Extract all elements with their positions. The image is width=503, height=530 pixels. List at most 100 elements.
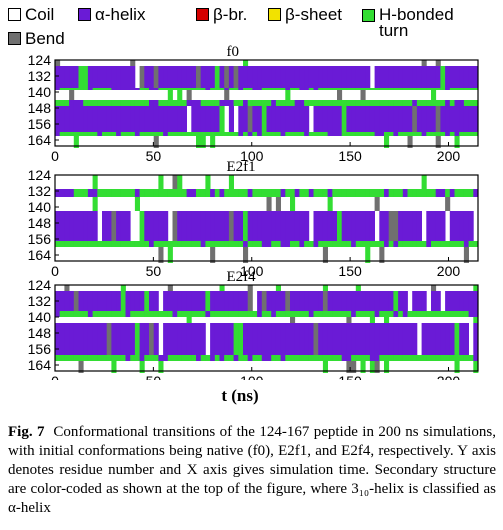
state-cell — [266, 66, 272, 88]
state-cell — [247, 311, 253, 317]
state-cell — [243, 311, 249, 317]
state-cell — [130, 88, 136, 90]
state-cell — [313, 355, 319, 361]
state-cell — [271, 323, 277, 355]
state-cell — [134, 132, 140, 136]
state-cell — [445, 311, 451, 317]
state-cell — [200, 311, 206, 317]
state-cell — [454, 132, 460, 136]
state-cell — [384, 361, 390, 373]
legend-swatch-bend — [8, 32, 21, 45]
state-cell — [219, 88, 225, 90]
state-cell — [196, 311, 202, 317]
y-tick-label: 132 — [28, 68, 52, 84]
state-cell — [454, 136, 460, 148]
state-cell — [177, 323, 183, 355]
state-cell — [384, 88, 390, 90]
state-cell — [102, 311, 108, 317]
state-cell — [445, 241, 451, 247]
state-cell — [210, 189, 216, 197]
state-cell — [144, 88, 150, 90]
state-cell — [280, 88, 286, 90]
state-cell — [116, 211, 122, 241]
state-cell — [299, 291, 305, 311]
caption-fig-label: Fig. 7 — [8, 424, 45, 440]
state-cell — [130, 355, 136, 361]
state-cell — [144, 241, 150, 247]
state-cell — [304, 100, 310, 106]
state-cell — [454, 88, 460, 90]
state-cell — [228, 291, 234, 311]
state-cell — [149, 66, 155, 88]
state-cell — [243, 323, 249, 355]
state-cell — [120, 285, 126, 291]
state-cell — [144, 323, 150, 355]
state-cell — [167, 355, 173, 361]
state-cell — [261, 66, 267, 88]
state-cell — [346, 361, 352, 373]
state-cell — [167, 66, 173, 88]
state-cell — [177, 311, 183, 317]
state-cell — [332, 311, 338, 317]
legend-swatch-coil — [8, 8, 21, 21]
state-cell — [247, 100, 253, 106]
state-cell — [224, 355, 230, 361]
state-cell — [87, 106, 93, 132]
state-cell — [412, 323, 418, 355]
state-cell — [388, 106, 394, 132]
state-cell — [271, 88, 277, 90]
state-cell — [398, 66, 404, 88]
state-cell — [454, 355, 460, 361]
state-cell — [426, 211, 432, 241]
state-cell — [172, 189, 178, 197]
state-cell — [304, 291, 310, 311]
state-cell — [73, 136, 79, 148]
state-cell — [468, 66, 474, 88]
state-cell — [431, 100, 437, 106]
state-cell — [97, 88, 103, 90]
state-cell — [120, 189, 126, 197]
state-cell — [379, 311, 385, 317]
state-cell — [167, 291, 173, 311]
state-cell — [473, 285, 479, 291]
state-cell — [351, 355, 357, 361]
panel-title: f0 — [227, 44, 240, 60]
state-cell — [214, 311, 220, 317]
state-cell — [332, 66, 338, 88]
state-cell — [440, 132, 446, 136]
state-cell — [172, 132, 178, 136]
state-cell — [327, 311, 333, 317]
state-cell — [459, 355, 465, 361]
y-tick-label: 132 — [28, 183, 52, 199]
state-cell — [73, 355, 79, 361]
state-cell — [139, 311, 145, 317]
state-cell — [219, 132, 225, 136]
state-cell — [55, 189, 61, 197]
state-cell — [78, 132, 84, 136]
state-cell — [365, 355, 371, 361]
state-cell — [243, 106, 249, 132]
state-cell — [78, 66, 84, 88]
state-cell — [393, 132, 399, 136]
state-cell — [219, 106, 225, 132]
state-cell — [402, 355, 408, 361]
state-cell — [149, 100, 155, 106]
state-cell — [181, 66, 187, 88]
state-cell — [304, 241, 310, 247]
state-cell — [219, 189, 225, 197]
state-cell — [351, 66, 357, 88]
state-cell — [402, 106, 408, 132]
state-cell — [153, 88, 159, 90]
state-cell — [412, 66, 418, 88]
state-cell — [355, 211, 361, 241]
state-cell — [55, 88, 61, 90]
state-cell — [111, 241, 117, 247]
state-cell — [449, 291, 455, 311]
state-cell — [210, 355, 216, 361]
state-cell — [379, 189, 385, 197]
state-cell — [181, 323, 187, 355]
state-cell — [186, 66, 192, 88]
state-cell — [139, 291, 145, 311]
state-cell — [153, 355, 159, 361]
state-cell — [55, 241, 61, 247]
